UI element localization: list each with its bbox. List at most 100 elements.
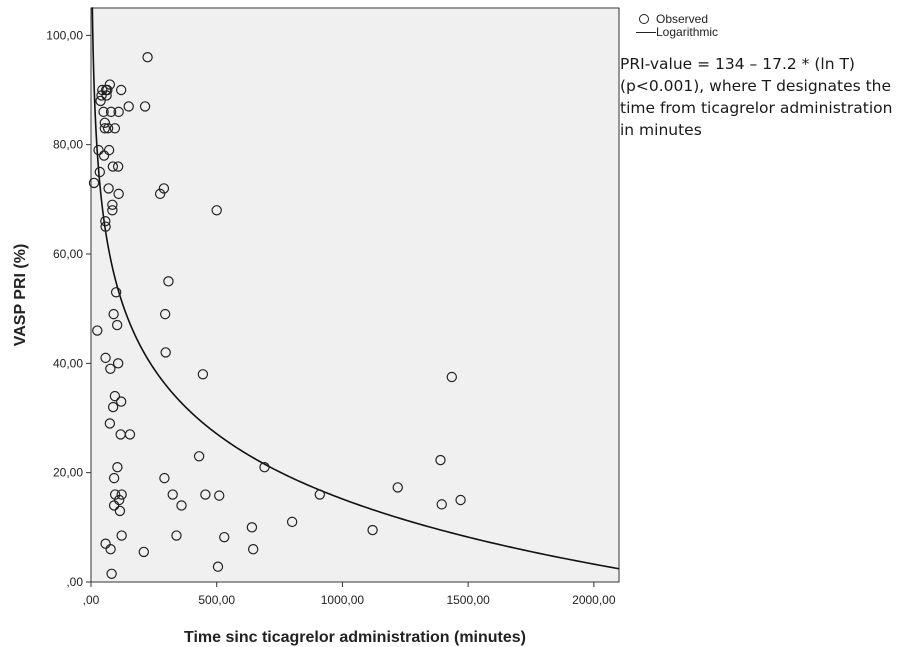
data-point xyxy=(103,144,115,156)
data-point xyxy=(158,183,170,194)
data-point xyxy=(92,325,103,336)
data-point xyxy=(367,524,378,536)
data-point xyxy=(214,490,225,501)
data-point xyxy=(167,489,178,500)
data-point xyxy=(115,396,127,407)
data-point xyxy=(197,369,209,380)
data-point xyxy=(103,183,114,194)
data-point xyxy=(455,494,466,506)
legend-item-logarithmic: Logarithmic xyxy=(636,24,719,39)
y-tick-label: 20,00 xyxy=(53,466,83,480)
data-point xyxy=(98,106,109,118)
data-point xyxy=(112,358,124,369)
data-point xyxy=(95,95,106,107)
y-tick-label: 80,00 xyxy=(53,138,83,152)
circle-marker-icon xyxy=(636,13,656,25)
x-tick-label: 500,00 xyxy=(198,593,235,607)
data-point xyxy=(446,371,457,383)
data-point xyxy=(200,489,211,500)
annotation-line: (p<0.001), where T designates the xyxy=(620,77,892,95)
data-point xyxy=(105,106,117,118)
data-point xyxy=(116,489,127,500)
data-point xyxy=(171,530,182,541)
axes xyxy=(86,34,595,587)
data-point xyxy=(107,401,119,413)
data-point xyxy=(109,390,121,402)
data-point xyxy=(107,205,118,216)
x-axis-label: Time sinc ticagrelor administration (min… xyxy=(184,629,526,646)
data-point xyxy=(193,451,205,462)
line-marker-icon xyxy=(636,26,656,38)
data-point xyxy=(113,494,125,506)
y-tick-label: ,00 xyxy=(66,575,83,589)
data-point xyxy=(105,544,116,555)
legend-label-observed: Observed xyxy=(656,11,709,26)
data-point xyxy=(106,568,117,580)
data-point xyxy=(159,308,171,320)
data-point xyxy=(142,52,153,63)
x-tick-label: 1000,00 xyxy=(321,593,365,607)
data-point xyxy=(108,308,119,320)
data-point xyxy=(102,123,114,134)
y-tick-label: 60,00 xyxy=(53,247,83,261)
data-point xyxy=(176,500,187,511)
legend-item-observed: Observed xyxy=(636,11,718,26)
data-point xyxy=(99,123,111,134)
fit-curve-layer xyxy=(91,7,620,570)
data-point xyxy=(219,531,230,543)
annotation-line: in minutes xyxy=(620,121,702,139)
annotation-line: time from ticagrelor administration xyxy=(620,99,893,117)
data-point xyxy=(104,79,116,90)
data-point xyxy=(163,276,174,287)
x-tick-label: 1500,00 xyxy=(446,593,490,607)
data-point xyxy=(107,199,118,210)
y-tick-label: 100,00 xyxy=(46,28,83,42)
data-point xyxy=(246,522,258,533)
data-point xyxy=(101,90,112,101)
data-point xyxy=(286,516,298,528)
legend: Observed Logarithmic xyxy=(636,11,719,39)
data-point xyxy=(99,117,111,129)
data-point xyxy=(102,84,113,96)
data-point xyxy=(211,205,222,216)
data-point xyxy=(124,429,136,440)
data-point xyxy=(115,84,127,96)
data-point xyxy=(160,347,171,358)
data-point xyxy=(138,546,149,558)
data-point xyxy=(109,123,121,134)
data-point xyxy=(112,161,124,172)
data-point xyxy=(314,489,325,500)
data-point xyxy=(247,544,259,555)
equation-annotation: PRI-value = 134 – 17.2 * (ln T) (p<0.001… xyxy=(620,53,924,141)
data-point xyxy=(100,352,111,364)
data-point xyxy=(436,499,447,510)
data-point xyxy=(116,530,127,541)
tick-labels: ,00 500,00 1000,00 1500,00 2000,00 ,00 20,00 40… xyxy=(46,28,616,607)
data-point xyxy=(94,166,106,178)
data-point xyxy=(113,106,124,118)
observed-points xyxy=(88,52,466,580)
data-point xyxy=(435,454,446,466)
data-point xyxy=(139,101,151,112)
data-point xyxy=(110,287,122,298)
x-tick-label: ,00 xyxy=(83,593,100,607)
data-point xyxy=(100,221,111,232)
data-point xyxy=(392,482,403,493)
y-tick-label: 40,00 xyxy=(53,356,83,370)
data-point xyxy=(212,561,224,572)
data-point xyxy=(93,144,104,156)
data-point xyxy=(88,177,100,189)
data-point xyxy=(159,472,170,484)
legend-label-logarithmic: Logarithmic xyxy=(656,24,719,39)
data-point xyxy=(112,462,123,473)
annotation-line: PRI-value = 134 – 17.2 * (ln T) xyxy=(620,55,855,73)
data-point xyxy=(104,418,116,429)
data-point xyxy=(108,472,120,484)
data-point xyxy=(123,101,134,112)
logarithmic-fit-line xyxy=(91,7,620,570)
data-point xyxy=(259,462,270,473)
x-tick-label: 2000,00 xyxy=(572,593,616,607)
data-point xyxy=(113,188,124,200)
data-point xyxy=(105,363,116,374)
